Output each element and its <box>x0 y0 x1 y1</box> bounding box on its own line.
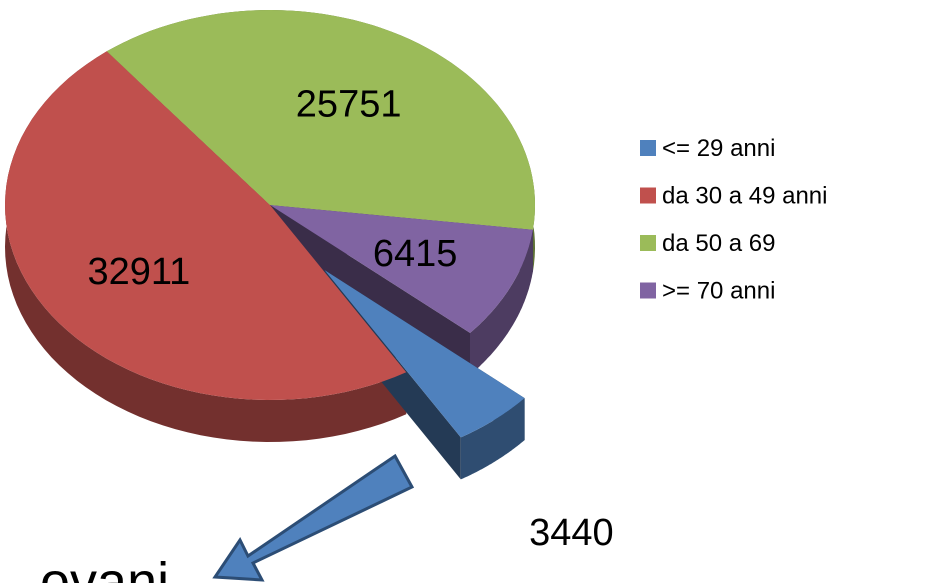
slice <box>270 205 533 333</box>
annotation: ovani <box>40 552 169 583</box>
legend-swatch <box>640 140 656 156</box>
slice <box>324 270 525 438</box>
legend-label: <= 29 anni <box>662 135 775 162</box>
arrow <box>212 453 415 582</box>
legend-swatch <box>640 235 656 251</box>
slice-side <box>470 229 533 375</box>
legend-swatch <box>640 282 656 299</box>
legend-label: >= 70 anni <box>662 278 775 305</box>
data-label: 6415 <box>373 233 458 275</box>
legend-swatch <box>640 187 656 204</box>
data-label: 32911 <box>87 251 190 293</box>
slice <box>5 51 407 401</box>
slice-side <box>460 398 525 480</box>
data-label: 3440 <box>529 512 614 554</box>
slice <box>106 10 536 230</box>
legend-label: da 30 a 49 anni <box>662 183 827 210</box>
legend-label: da 50 a 69 <box>662 230 775 257</box>
slice-side <box>5 51 407 443</box>
data-label: 25751 <box>296 83 402 125</box>
